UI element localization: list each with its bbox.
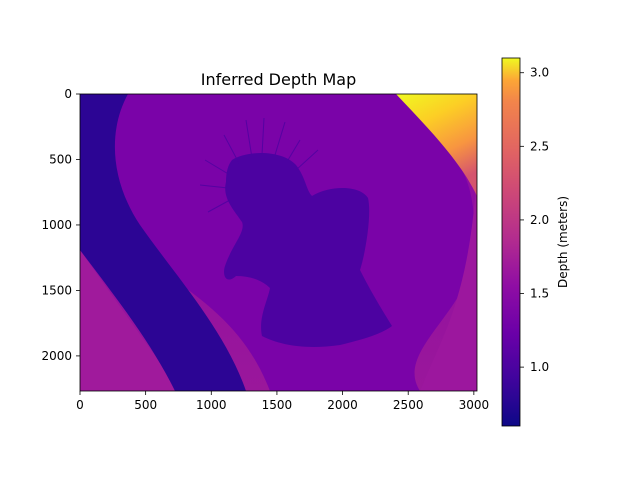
colorbar-tick-label: 3.0 <box>530 66 549 80</box>
colorbar <box>501 57 521 427</box>
chart-title: Inferred Depth Map <box>201 70 357 89</box>
region-lower-left-corner <box>80 250 180 391</box>
x-tick-label: 500 <box>134 398 157 412</box>
y-axis: 0 500 1000 1500 2000 <box>41 87 80 363</box>
colorbar-tick-label: 1.0 <box>530 360 549 374</box>
depth-image <box>80 94 477 391</box>
x-axis: 0 500 1000 1500 2000 2500 3000 <box>76 391 489 412</box>
y-tick-label: 1000 <box>41 218 72 232</box>
x-tick-label: 1500 <box>262 398 293 412</box>
region-top-right-far <box>396 94 477 196</box>
colorbar-tick-label: 1.5 <box>530 287 549 301</box>
y-tick-label: 0 <box>64 87 72 101</box>
region-right-corner <box>420 170 477 391</box>
plot-frame <box>79 93 478 392</box>
x-tick-label: 2500 <box>393 398 424 412</box>
y-tick-label: 500 <box>49 152 72 166</box>
colorbar-axis: 1.0 1.5 2.0 2.5 3.0 <box>520 66 549 374</box>
region-hair-strands <box>199 117 319 213</box>
region-diagonal-band <box>80 94 246 391</box>
x-tick-label: 1000 <box>196 398 227 412</box>
y-tick-label: 2000 <box>41 349 72 363</box>
x-tick-label: 3000 <box>459 398 490 412</box>
x-tick-label: 0 <box>76 398 84 412</box>
x-tick-label: 2000 <box>327 398 358 412</box>
region-person <box>224 153 392 347</box>
y-tick-label: 1500 <box>41 283 72 297</box>
colorbar-tick-label: 2.5 <box>530 139 549 153</box>
colorbar-tick-label: 2.0 <box>530 213 549 227</box>
colorbar-label: Depth (meters) <box>556 196 570 288</box>
